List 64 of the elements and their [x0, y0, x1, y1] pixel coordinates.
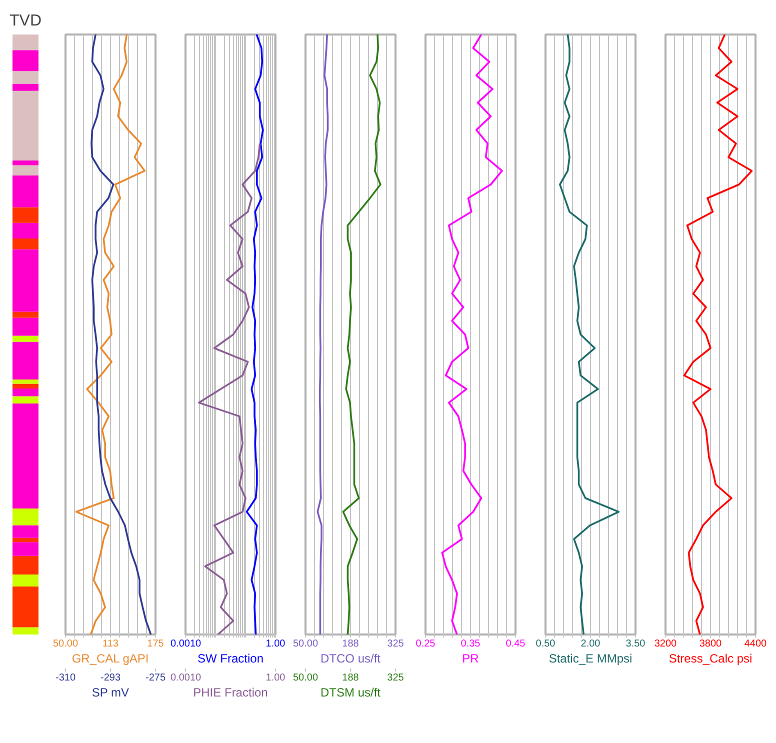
- x-tick-label: 3200: [654, 638, 678, 650]
- bar: [12, 336, 38, 342]
- bar: [12, 404, 38, 508]
- bar: [12, 396, 38, 404]
- bar: [12, 388, 38, 396]
- bar: [12, 342, 38, 380]
- bar: [12, 238, 38, 250]
- chart-title: TVD: [10, 12, 42, 30]
- x-axis-title: DTCO us/ft: [320, 652, 382, 666]
- x-axis-title: Static_E MMpsi: [548, 652, 632, 666]
- bar: [12, 84, 38, 91]
- x-tick-label: 188: [342, 638, 360, 650]
- bar: [12, 538, 38, 542]
- x-tick-label: 113: [102, 638, 119, 650]
- bar: [12, 160, 38, 166]
- x2-tick-label: -310: [55, 672, 76, 684]
- x2-tick-label: 50.00: [292, 672, 318, 684]
- bar: [12, 50, 38, 72]
- x-tick-label: 0.50: [536, 638, 556, 650]
- bar: [12, 380, 38, 384]
- x2-tick-label: 325: [387, 672, 404, 684]
- bar: [12, 586, 38, 628]
- x-axis-title: SW Fraction: [197, 652, 264, 666]
- bar: [12, 34, 38, 50]
- x-tick-label: 3.50: [626, 638, 646, 650]
- bar: [12, 384, 38, 388]
- x-tick-label: 175: [147, 638, 164, 650]
- bar: [12, 627, 38, 634]
- x-tick-label: 0.35: [460, 638, 481, 650]
- x2-tick-label: -293: [100, 672, 121, 684]
- bar: [12, 556, 38, 574]
- x2-tick-label: -275: [145, 672, 166, 684]
- x2-axis-title: PHIE Fraction: [193, 686, 268, 700]
- bar: [12, 176, 38, 208]
- bar: [12, 249, 38, 312]
- x-tick-label: 3800: [699, 638, 722, 650]
- bar: [12, 542, 38, 556]
- bar: [12, 90, 38, 160]
- x-tick-label: 50.00: [292, 638, 318, 650]
- x2-tick-label: 188: [342, 672, 360, 684]
- x2-axis-title: DTSM us/ft: [320, 686, 382, 700]
- x-tick-label: 325: [387, 638, 404, 650]
- x2-tick-label: 0.0010: [170, 672, 202, 684]
- x2-tick-label: 1.00: [266, 672, 286, 684]
- bar: [12, 222, 38, 238]
- bar: [12, 165, 38, 176]
- bar: [12, 508, 38, 526]
- x-tick-label: 1.00: [266, 638, 286, 650]
- x-tick-label: 50.00: [52, 638, 78, 650]
- x-tick-label: 0.25: [416, 638, 436, 650]
- bar: [12, 312, 38, 318]
- x-axis-title: PR: [462, 652, 480, 666]
- x-axis-title: GR_CAL gAPI: [72, 652, 149, 666]
- x-tick-label: 2.00: [580, 638, 601, 650]
- x-axis-title: Stress_Calc psi: [668, 652, 752, 666]
- x2-axis-title: SP mV: [92, 686, 129, 700]
- bar: [12, 525, 38, 538]
- x-tick-label: 0.45: [506, 638, 526, 650]
- bar: [12, 318, 38, 336]
- bar: [12, 71, 38, 84]
- bar: [12, 207, 38, 223]
- x-tick-label: 0.0010: [170, 638, 202, 650]
- bar: [12, 574, 38, 586]
- x-tick-label: 4400: [744, 638, 768, 650]
